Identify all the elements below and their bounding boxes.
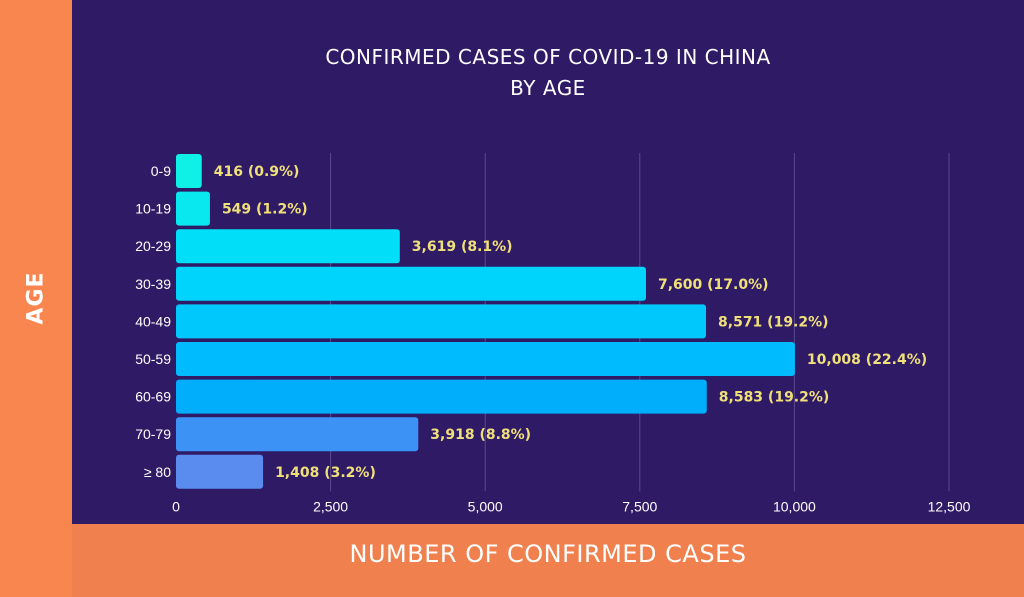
- y-tick-label: 60-69: [135, 389, 171, 405]
- y-tick-label: 70-79: [135, 426, 171, 442]
- left-band: [0, 0, 72, 597]
- y-tick-label: 20-29: [135, 238, 171, 254]
- y-tick-label: 0-9: [151, 163, 171, 179]
- data-label: 8,571 (19.2%): [718, 314, 829, 330]
- y-tick-label: 10-19: [135, 201, 171, 217]
- data-label: 416 (0.9%): [214, 164, 300, 180]
- data-label: 8,583 (19.2%): [719, 390, 830, 406]
- bar: [176, 342, 795, 376]
- y-tick-label: ≥ 80: [144, 464, 171, 480]
- y-tick-label: 40-49: [135, 313, 171, 329]
- x-tick-label: 12,500: [928, 498, 971, 514]
- x-tick-label: 5,000: [468, 498, 503, 514]
- x-tick-label: 0: [172, 498, 180, 514]
- x-axis-label: NUMBER OF CONFIRMED CASES: [349, 540, 747, 568]
- data-label: 549 (1.2%): [222, 202, 308, 218]
- data-label: 3,918 (8.8%): [430, 427, 531, 443]
- bottom-band: [72, 524, 1024, 597]
- data-label: 10,008 (22.4%): [807, 352, 927, 368]
- y-tick-label: 30-39: [135, 276, 171, 292]
- chart-title: CONFIRMED CASES OF COVID-19 IN CHINA BY …: [72, 42, 1024, 104]
- y-tick-label: 50-59: [135, 351, 171, 367]
- subtitle-line: BY AGE: [510, 76, 586, 100]
- bar: [176, 229, 400, 264]
- bar: [176, 454, 264, 489]
- bar: [176, 379, 707, 414]
- x-tick-label: 10,000: [773, 498, 816, 514]
- bar: [176, 304, 707, 339]
- bar: [176, 266, 646, 301]
- bar: [176, 154, 202, 188]
- x-tick-label: 2,500: [313, 498, 348, 514]
- data-label: 3,619 (8.1%): [412, 239, 513, 255]
- bar: [176, 191, 210, 226]
- title-line: CONFIRMED CASES OF COVID-19 IN CHINA: [325, 45, 771, 69]
- data-label: 7,600 (17.0%): [658, 277, 769, 293]
- data-label: 1,408 (3.2%): [275, 465, 376, 481]
- bar: [176, 417, 419, 452]
- x-tick-label: 7,500: [622, 498, 657, 514]
